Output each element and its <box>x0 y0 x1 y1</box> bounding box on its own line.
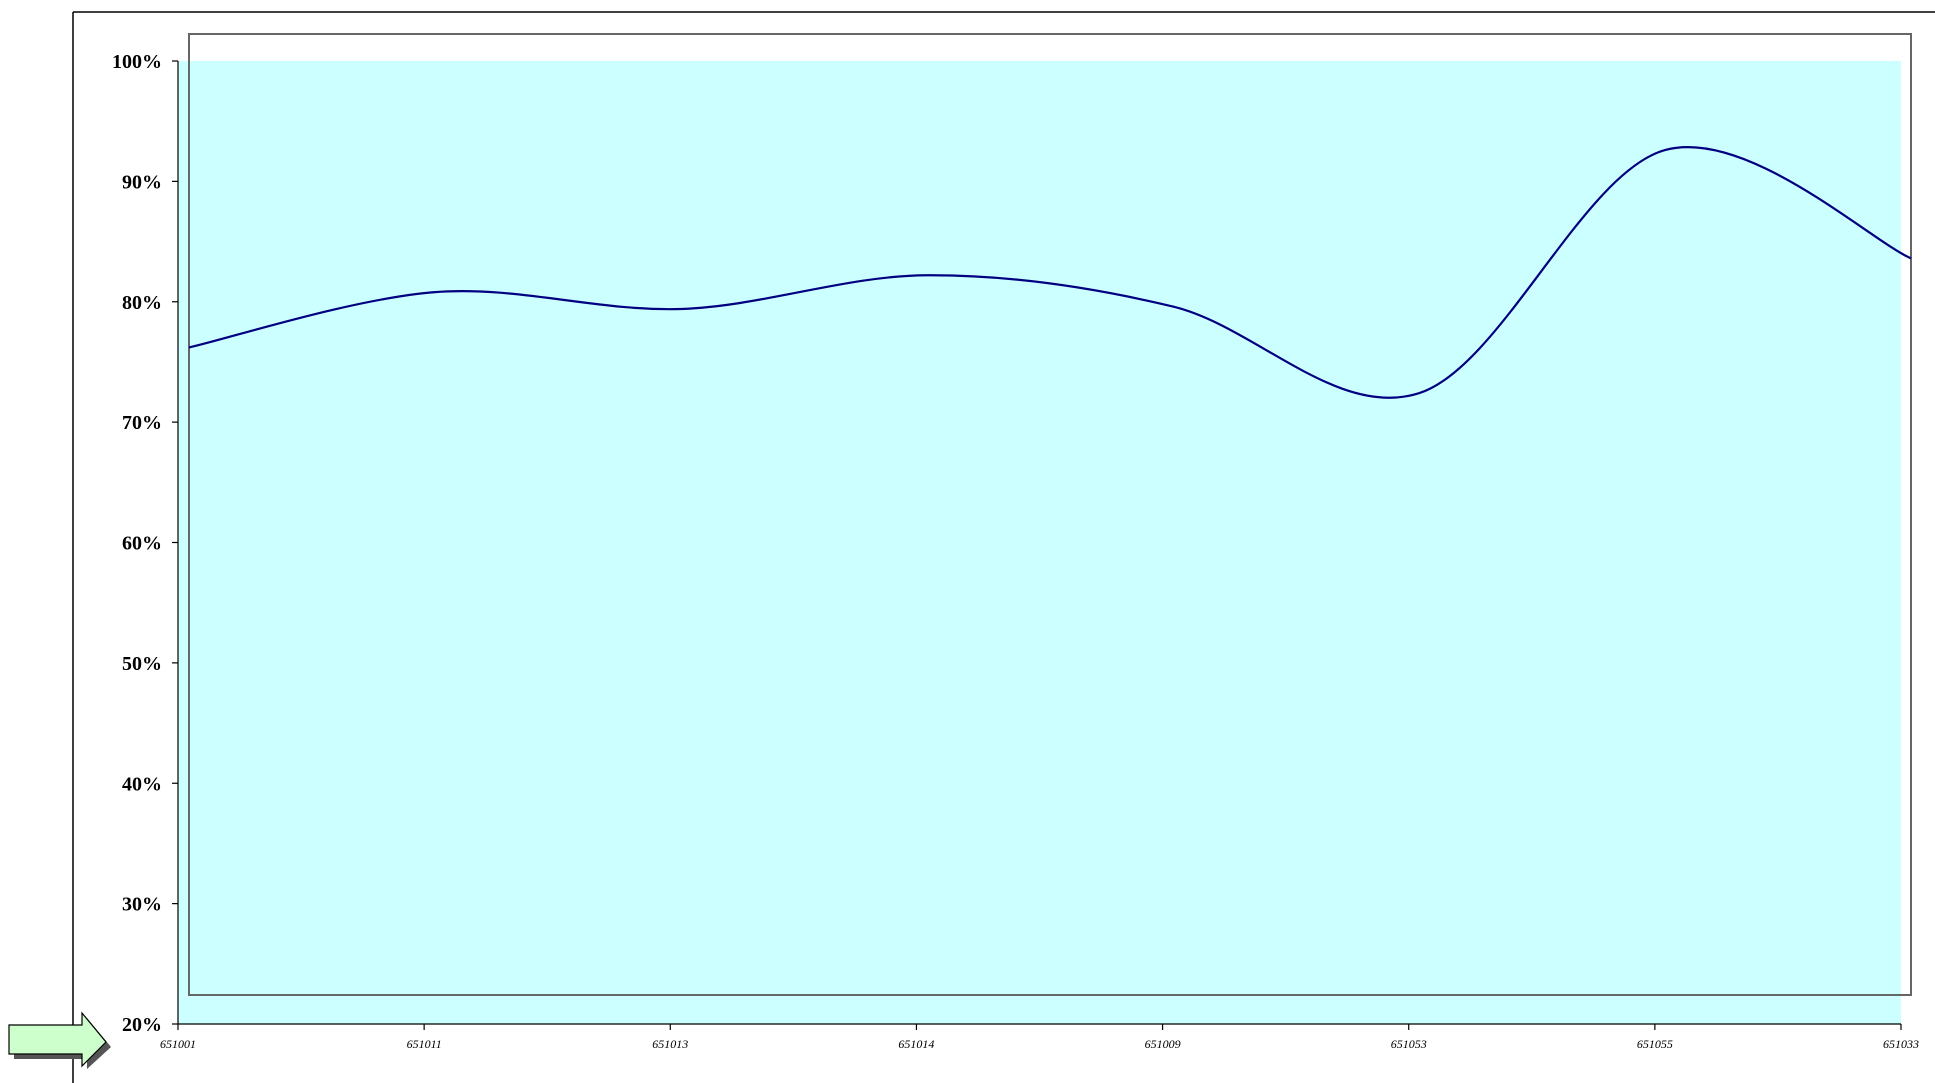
y-tick-label: 60% <box>122 533 162 555</box>
y-axis-ticks: 20% 30% 40% 50% 60% 70% 80% 90% 100% <box>112 51 178 1036</box>
x-tick-label: 651014 <box>898 1037 934 1051</box>
y-tick-label: 100% <box>112 51 162 73</box>
y-tick-label: 30% <box>122 894 162 916</box>
x-tick-label: 651013 <box>652 1037 688 1051</box>
y-tick-label: 70% <box>122 412 162 434</box>
x-axis-ticks: 651001 651011 651013 651014 651009 651053 6510… <box>160 1024 1919 1051</box>
y-tick-label: 40% <box>122 773 162 795</box>
selection-frame <box>188 33 1912 996</box>
x-tick-label: 651055 <box>1637 1037 1673 1051</box>
y-tick-label: 90% <box>122 171 162 193</box>
x-tick-label: 651009 <box>1145 1037 1181 1051</box>
series-line <box>188 146 1912 399</box>
arrow-icon <box>8 1011 111 1069</box>
x-tick-label: 651001 <box>160 1037 196 1051</box>
x-tick-label: 651053 <box>1391 1037 1427 1051</box>
y-tick-label: 80% <box>122 292 162 314</box>
x-tick-label: 651011 <box>407 1037 442 1051</box>
y-tick-label: 50% <box>122 653 162 675</box>
x-tick-label: 651033 <box>1883 1037 1919 1051</box>
plot-area-background <box>178 61 1901 1024</box>
y-tick-label: 20% <box>122 1014 162 1036</box>
